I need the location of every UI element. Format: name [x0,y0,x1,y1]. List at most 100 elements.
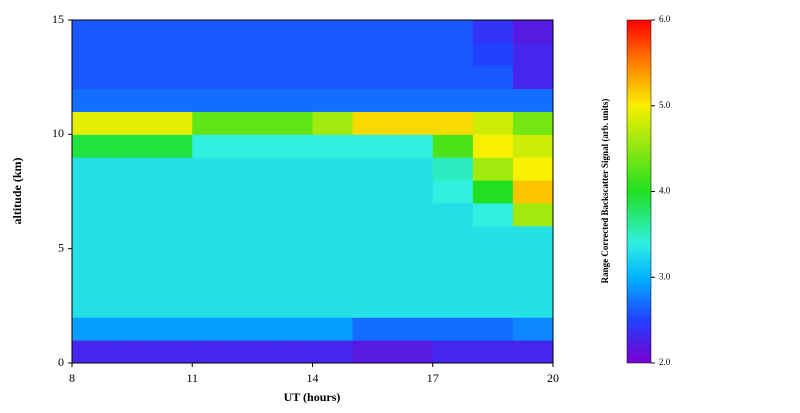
heatmap-cell [272,42,313,67]
colorbar-tick-label: 2.0 [659,357,671,367]
heatmap-cell [392,88,434,112]
heatmap-cell [72,180,113,204]
x-tick-label: 17 [427,371,439,385]
heatmap-cell [232,88,273,112]
heatmap-cell [312,294,354,318]
heatmap-cell [232,42,273,67]
heatmap-cell [512,42,554,67]
heatmap-cell [192,317,233,341]
heatmap-cell [432,202,474,227]
heatmap-cell [112,202,153,227]
heatmap-cell [432,340,474,364]
heatmap-cell [192,294,233,318]
heatmap-cell [432,248,474,273]
heatmap-cell [72,157,113,181]
heatmap-cell [112,42,153,67]
heatmap-cell [192,202,233,227]
heatmap-cell [472,88,514,112]
heatmap-cell [152,111,193,135]
heatmap-cell [192,180,233,204]
y-tick-label: 5 [58,240,64,254]
heatmap-cell [232,294,273,318]
heatmap-cell [112,317,153,341]
heatmap-cell [432,42,474,67]
heatmap-cell [312,271,354,295]
heatmap-cell [192,20,233,44]
colorbar [626,19,652,364]
heatmap-cell [272,111,313,135]
heatmap-cell [192,88,233,112]
heatmap-cell [512,202,554,227]
heatmap-cell [312,134,354,158]
heatmap-cell [152,340,193,364]
heatmap-cell [392,134,434,158]
heatmap-cell [112,271,153,295]
heatmap-cell [232,202,273,227]
heatmap-cell [232,340,273,364]
heatmap-cell [512,111,554,135]
heatmap-cell [472,42,514,67]
heatmap-cell [192,42,233,67]
heatmap-cell [232,111,273,135]
colorbar-tick-label: 4.0 [659,186,671,196]
heatmap-cell [512,294,554,318]
heatmap-cell [72,225,113,250]
heatmap-cell [152,42,193,67]
heatmap-cell [352,111,394,135]
heatmap-cell [152,294,193,318]
heatmap-cell [512,340,554,364]
x-tick-label: 11 [186,371,198,385]
y-tick-label: 10 [52,126,64,140]
heatmap-cell [392,157,434,181]
heatmap-cell [472,180,514,204]
heatmap-cell [472,248,514,273]
heatmap-cell [112,180,153,204]
heatmap-cell [272,248,313,273]
heatmap-cell [232,20,273,44]
heatmap-cell [312,20,354,44]
heatmap-cell [272,157,313,181]
heatmap-cell [272,134,313,158]
heatmap-cell [312,248,354,273]
x-tick-label: 20 [547,371,559,385]
heatmap-cell [272,225,313,250]
heatmap-cell [232,157,273,181]
heatmap-cell [472,294,514,318]
heatmap-cell [352,65,394,90]
x-axis-label: UT (hours) [284,390,341,404]
heatmap-cell [512,317,554,341]
heatmap-cell [112,65,153,90]
heatmap-cell [472,111,514,135]
heatmap-cell [72,317,113,341]
heatmap-cell [272,340,313,364]
heatmap-cell [432,88,474,112]
heatmap-cell [72,88,113,112]
colorbar-tick-label: 6.0 [659,14,671,24]
heatmap-cell [432,294,474,318]
heatmap-cell [352,134,394,158]
heatmap-cell [192,134,233,158]
heatmap-cell [192,248,233,273]
heatmap-cell [352,20,394,44]
heatmap-cell [512,65,554,90]
heatmap-cell [392,271,434,295]
heatmap-cell [272,180,313,204]
heatmap-cell [112,134,153,158]
heatmap-cell [472,134,514,158]
heatmap-cell [312,225,354,250]
heatmap-cell [392,202,434,227]
heatmap-cell [432,271,474,295]
heatmap-cell [152,248,193,273]
heatmap-cell [432,134,474,158]
heatmap-cell [112,111,153,135]
heatmap-cell [392,65,434,90]
heatmap-cell [352,317,394,341]
heatmap-cell [192,65,233,90]
heatmap-cell [312,111,354,135]
heatmap-cell [472,271,514,295]
x-tick-label: 14 [307,371,319,385]
heatmap-cell [392,294,434,318]
heatmap-cell [472,65,514,90]
heatmap-cell [352,180,394,204]
